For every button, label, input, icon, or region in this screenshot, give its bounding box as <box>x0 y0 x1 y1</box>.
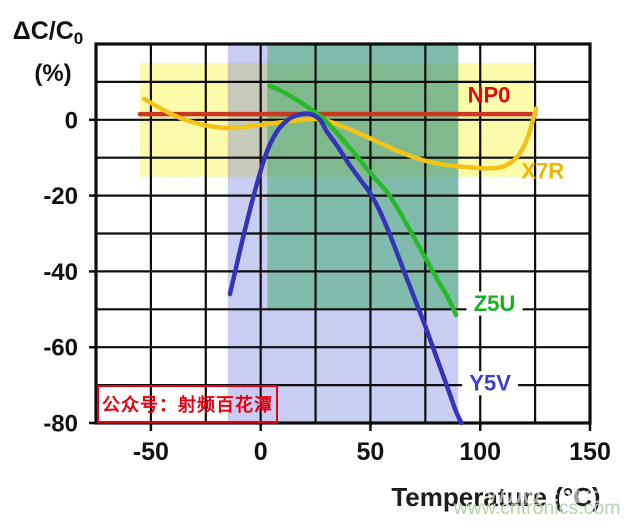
wechat-stamp: 公众号：射频百花潭 <box>97 385 278 423</box>
y-tick-label: -60 <box>43 335 78 362</box>
x-tick-label: 0 <box>254 438 268 466</box>
y-axis-unit-label: (%) <box>34 60 71 87</box>
watermark-echo: www.cntronics.com <box>486 482 640 508</box>
series-curve-x7r <box>142 96 539 171</box>
y-tick-label: -20 <box>43 183 78 210</box>
plot-border <box>94 42 592 425</box>
series-curve-y5v <box>227 111 464 426</box>
series-curve-z5u <box>267 83 459 318</box>
x-tick-label: 100 <box>459 438 501 466</box>
series-label-bg-y5v <box>462 371 519 396</box>
y-tick-label: -40 <box>43 259 78 286</box>
x-tick-label: 50 <box>357 438 385 466</box>
wechat-stamp-text: 公众号：射频百花潭 <box>102 395 273 415</box>
series-label-z5u: Z5U <box>474 291 516 316</box>
y-tick-label: -80 <box>43 411 78 438</box>
series-label-x7r: X7R <box>521 158 564 183</box>
series-label-bg-z5u <box>466 291 523 316</box>
x-axis-label: Temperature (°C) <box>391 482 600 512</box>
watermark-text: www.cntronics.com <box>453 497 621 519</box>
x-tick-label: -50 <box>133 438 169 466</box>
x-tick-label: 150 <box>569 438 611 466</box>
series-label-np0: NP0 <box>468 83 511 108</box>
series-label-y5v: Y5V <box>469 371 511 396</box>
y-tick-label: 0 <box>65 107 78 134</box>
y-axis-label: ΔC/C0 <box>13 17 84 48</box>
